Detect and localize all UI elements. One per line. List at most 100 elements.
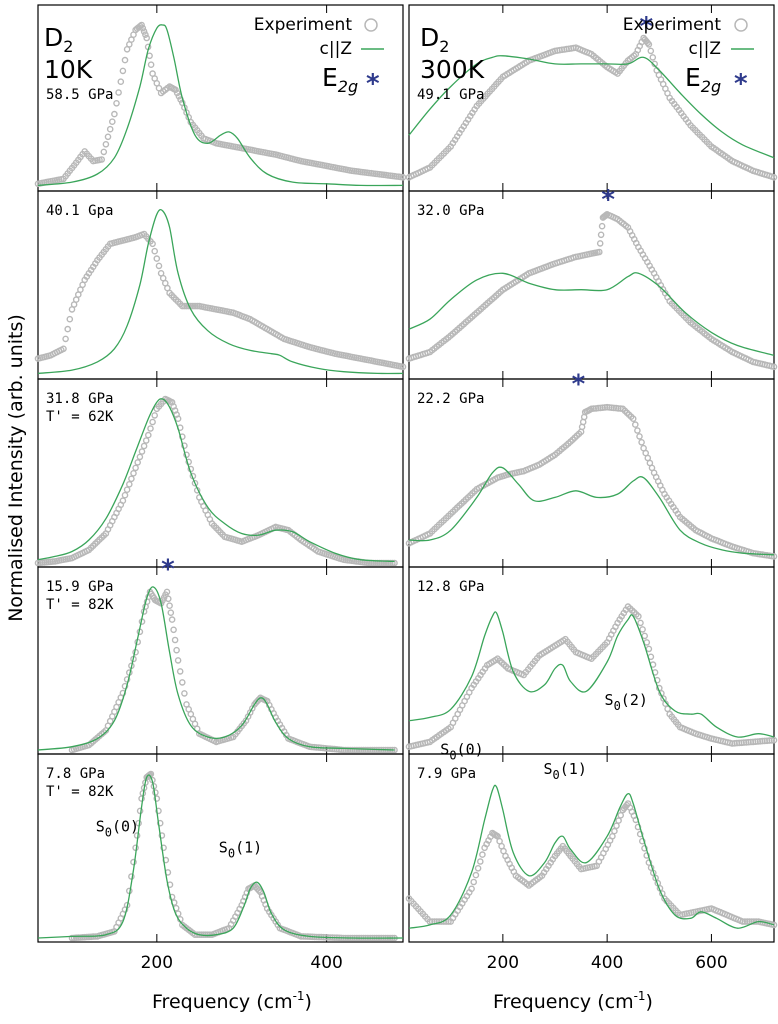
left-experiment-point xyxy=(109,118,116,125)
right-experiment-point xyxy=(768,737,776,744)
left-panel-2: 31.8 GPa T' = 62K xyxy=(34,378,404,568)
left-experiment-point xyxy=(173,89,181,97)
left-experiment-point xyxy=(119,67,127,75)
left-panel-frame xyxy=(37,378,404,568)
left-tick-label-400: 400 xyxy=(310,953,342,973)
right-e2g-star-marker: * xyxy=(639,12,653,42)
right-experiment-point xyxy=(743,918,751,925)
left-peak-label-1: S0(1) xyxy=(219,839,262,861)
right-temperature: 300K xyxy=(420,55,485,84)
right-experiment-point xyxy=(596,248,603,256)
left-experiment-point xyxy=(146,52,153,60)
right-experiment-point xyxy=(639,626,646,633)
right-legend-e2g: E2g xyxy=(685,63,721,96)
right-experiment-point xyxy=(741,918,749,925)
peak-label-sub: 0 xyxy=(105,825,112,839)
left-experiment-point xyxy=(106,125,114,133)
left-experiment-point xyxy=(178,679,186,686)
left-experiment-point xyxy=(353,746,361,754)
right-experiment-point xyxy=(597,231,605,239)
left-experiment-point xyxy=(113,100,120,107)
left-experiment-series-2 xyxy=(34,395,398,567)
right-experiment-point xyxy=(638,438,645,446)
left-pressure-label-0: 58.5 GPa xyxy=(46,87,113,103)
right-experiment-point xyxy=(598,222,606,230)
left-experiment-series-1 xyxy=(34,230,407,371)
left-panel-0: 58.5 GPa xyxy=(34,4,407,192)
left-theory-line-3 xyxy=(37,586,395,751)
left-experiment-point xyxy=(123,486,131,494)
right-panel-3: 12.8 GPa xyxy=(405,566,778,755)
right-experiment-point xyxy=(641,632,649,640)
left-species: D xyxy=(44,23,63,52)
left-experiment-point xyxy=(342,746,350,754)
right-pressure-label-4: 7.9 GPa xyxy=(417,766,476,782)
left-pressure-label-2: 31.8 GPa xyxy=(46,391,113,407)
right-experiment-point xyxy=(645,645,653,653)
right-experiment-point xyxy=(770,553,778,560)
left-experiment-point xyxy=(163,588,171,596)
right-experiment-point xyxy=(634,427,641,434)
left-experiment-point xyxy=(174,657,182,664)
right-experiment-point xyxy=(770,363,778,371)
left-experiment-point xyxy=(138,448,146,455)
right-pressure-label-2: 22.2 GPa xyxy=(417,391,484,407)
left-experiment-point xyxy=(142,437,150,444)
peak-label-end: (1) xyxy=(560,760,587,778)
left-experiment-point xyxy=(191,479,199,487)
left-experiment-point xyxy=(64,325,71,333)
right-experiment-series-0 xyxy=(405,34,778,181)
panels-layer: 58.5 GPa 40.1 Gpa 31.8 GPa T' = 62K 15.9 GPa… xyxy=(34,4,778,973)
left-legend-theory: c||Z xyxy=(320,39,352,59)
right-theory-line-1 xyxy=(408,272,775,356)
left-experiment-point xyxy=(344,746,352,754)
left-experiment-point xyxy=(178,433,186,441)
left-experiment-point xyxy=(147,425,154,432)
left-experiment-point xyxy=(143,34,150,42)
right-pressure-label-1: 32.0 GPa xyxy=(417,203,484,219)
right-experiment-point xyxy=(643,852,651,859)
left-experiment-point xyxy=(193,302,201,310)
right-experiment-point xyxy=(645,859,653,866)
left-experiment-point xyxy=(136,453,144,461)
left-experiment-point xyxy=(134,459,141,466)
left-experiment-point xyxy=(149,240,156,248)
right-legend-theory: c||Z xyxy=(689,39,721,59)
left-experiment-point xyxy=(147,61,155,68)
right-tick-label-600: 600 xyxy=(695,953,727,973)
left-legend-e2g-sub: 2g xyxy=(338,77,358,96)
left-pressure-label-3: 15.9 GPa xyxy=(46,579,113,595)
left-experiment-point xyxy=(164,595,172,603)
right-experiment-point xyxy=(770,173,778,181)
x-axis-title-left-end: ) xyxy=(305,991,312,1013)
left-experiment-point xyxy=(104,133,112,141)
right-experiment-point xyxy=(596,240,604,247)
right-experiment-point xyxy=(472,871,480,879)
right-experiment-point xyxy=(770,921,778,929)
left-tick-label-200: 200 xyxy=(141,953,173,973)
right-tick-label-200: 200 xyxy=(487,953,519,973)
x-axis-title-left: Frequency (cm-1) xyxy=(152,989,312,1013)
x-axis-title-right-end: ) xyxy=(646,991,653,1013)
right-legend-experiment-marker xyxy=(734,18,748,32)
left-experiment-point xyxy=(60,345,67,353)
left-experiment-point xyxy=(174,415,182,423)
left-panel-1: 40.1 Gpa xyxy=(34,190,407,380)
right-legend-e2g-main: E xyxy=(685,63,701,92)
left-experiment-point xyxy=(389,559,396,567)
right-legend-experiment: Experiment xyxy=(623,15,722,35)
right-experiment-point xyxy=(643,639,651,646)
x-axis-title-left-main: Frequency (cm xyxy=(152,991,293,1013)
right-peak-label-0: S0(0) xyxy=(440,740,483,762)
x-axis-title-right-sup: -1 xyxy=(634,989,646,1003)
left-theory-line-2 xyxy=(37,398,395,563)
right-legend-star: * xyxy=(734,69,748,99)
peak-label-sub: 0 xyxy=(614,699,621,713)
left-experiment-point xyxy=(391,559,398,567)
left-experiment-point xyxy=(119,689,127,697)
peak-label-main: S xyxy=(96,817,105,835)
left-theory-line-0 xyxy=(37,24,404,187)
left-experiment-point xyxy=(140,28,148,35)
right-theory-line-0 xyxy=(408,55,775,159)
right-experiment-point xyxy=(632,421,639,428)
